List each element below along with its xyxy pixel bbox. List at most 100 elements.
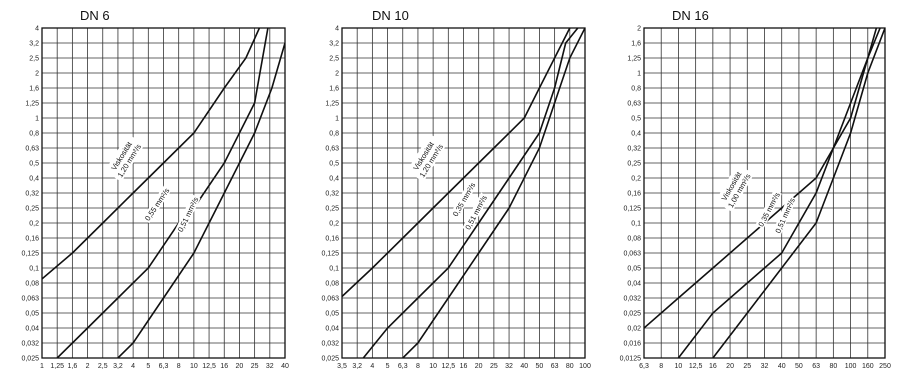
x-tick-label: 10 xyxy=(675,363,683,370)
y-tick-label: 0,4 xyxy=(631,131,641,138)
curve-label-halo xyxy=(141,185,172,224)
y-tick-label: 0,016 xyxy=(623,341,641,348)
y-tick-label: 0,5 xyxy=(29,161,39,168)
x-tick-label: 5 xyxy=(146,363,150,370)
y-tick-label: 0,0125 xyxy=(620,356,642,363)
x-tick-label: 1,6 xyxy=(68,363,78,370)
chart-panel-2: DN 10 4 3,2 2,5 2 1,6 1,25 1 0,8 0,63 0,5 0,4 0,32 0,… xyxy=(321,8,590,370)
y-tick-label: 0,8 xyxy=(329,131,339,138)
plot-frame xyxy=(41,27,286,359)
curve-label-halo xyxy=(462,192,490,233)
y-tick-label: 0,025 xyxy=(21,356,39,363)
y-tick-label: 0,4 xyxy=(329,176,339,183)
chart-title: DN 10 xyxy=(372,8,409,23)
x-tick-label: 2,5 xyxy=(98,363,108,370)
x-tick-label: 20 xyxy=(475,363,483,370)
series-line-2 xyxy=(362,28,579,358)
x-tick-label: 10 xyxy=(190,363,198,370)
curve-label-halo xyxy=(406,133,447,182)
x-tick-label: 32 xyxy=(761,363,769,370)
x-tick-label: 160 xyxy=(862,363,874,370)
x-tick-label: 16 xyxy=(709,363,717,370)
series-line-2 xyxy=(677,28,881,358)
y-tick-label: 0,8 xyxy=(631,86,641,93)
y-tick-label: 0,063 xyxy=(21,296,39,303)
y-tick-label: 0,5 xyxy=(631,116,641,123)
y-tick-label: 0,1 xyxy=(29,266,39,273)
y-tick-label: 2 xyxy=(637,26,641,33)
y-tick-label: 4 xyxy=(35,26,39,33)
y-tick-label: 0,2 xyxy=(29,221,39,228)
y-tick-label: 0,063 xyxy=(321,296,339,303)
series-line-1 xyxy=(644,28,878,329)
y-tick-label: 0,08 xyxy=(627,236,641,243)
y-tick-label: 0,1 xyxy=(631,221,641,228)
y-tick-label: 0,025 xyxy=(321,356,339,363)
series-line-1 xyxy=(42,28,261,280)
y-tick-label: 1,6 xyxy=(29,86,39,93)
y-tick-label: 0,125 xyxy=(623,206,641,213)
x-tick-label: 5 xyxy=(386,363,390,370)
series-line-3 xyxy=(712,28,885,358)
x-tick-label: 3,2 xyxy=(113,363,123,370)
y-tick-label: 0,032 xyxy=(321,341,339,348)
y-tick-label: 0,05 xyxy=(627,266,641,273)
x-tick-label: 4 xyxy=(370,363,374,370)
y-tick-label: 0,63 xyxy=(627,101,641,108)
curve-label-halo xyxy=(104,133,145,182)
x-tick-label: 32 xyxy=(266,363,274,370)
y-tick-label: 0,04 xyxy=(627,281,641,288)
x-tick-label: 4 xyxy=(131,363,135,370)
x-tick-label: 1,25 xyxy=(50,363,64,370)
y-tick-label: 0,08 xyxy=(325,281,339,288)
x-tick-label: 40 xyxy=(778,363,786,370)
x-tick-label: 50 xyxy=(536,363,544,370)
y-tick-label: 1 xyxy=(637,71,641,78)
y-tick-label: 0,63 xyxy=(25,146,39,153)
x-tick-label: 50 xyxy=(795,363,803,370)
x-tick-label: 3,5 xyxy=(337,363,347,370)
y-tick-label: 1,25 xyxy=(25,101,39,108)
x-tick-label: 12,5 xyxy=(689,363,703,370)
y-tick-label: 0,25 xyxy=(25,206,39,213)
y-tick-label: 0,16 xyxy=(627,191,641,198)
x-tick-label: 16 xyxy=(220,363,228,370)
y-tick-label: 0,5 xyxy=(329,161,339,168)
y-tick-label: 0,04 xyxy=(25,326,39,333)
y-tick-label: 0,32 xyxy=(627,146,641,153)
x-tick-label: 6,3 xyxy=(398,363,408,370)
x-tick-label: 250 xyxy=(879,363,891,370)
y-tick-label: 0,25 xyxy=(627,161,641,168)
x-tick-label: 63 xyxy=(812,363,820,370)
y-tick-label: 0,1 xyxy=(329,266,339,273)
x-tick-label: 25 xyxy=(490,363,498,370)
y-tick-label: 0,02 xyxy=(627,326,641,333)
chart-title: DN 16 xyxy=(672,8,709,23)
y-tick-label: 0,025 xyxy=(623,311,641,318)
curve-label-halo xyxy=(714,163,755,213)
x-tick-label: 80 xyxy=(829,363,837,370)
x-tick-label: 40 xyxy=(281,363,289,370)
series-line-1 xyxy=(342,28,571,298)
y-tick-label: 0,125 xyxy=(21,251,39,258)
y-tick-label: 0,63 xyxy=(325,146,339,153)
y-tick-label: 1,6 xyxy=(631,41,641,48)
y-tick-label: 2 xyxy=(335,71,339,78)
x-tick-label: 25 xyxy=(743,363,751,370)
x-tick-label: 8 xyxy=(177,363,181,370)
x-tick-label: 16 xyxy=(460,363,468,370)
x-tick-label: 12,5 xyxy=(442,363,456,370)
y-tick-label: 0,032 xyxy=(623,296,641,303)
y-tick-label: 1 xyxy=(35,116,39,123)
x-tick-label: 12,5 xyxy=(202,363,216,370)
curve-label-halo xyxy=(449,179,478,219)
y-tick-label: 0,8 xyxy=(29,131,39,138)
curve-label-halo xyxy=(174,194,201,235)
x-tick-label: 100 xyxy=(579,363,591,370)
curve-label-halo xyxy=(755,189,783,230)
y-tick-label: 0,4 xyxy=(29,176,39,183)
y-tick-label: 2 xyxy=(35,71,39,78)
x-tick-label: 25 xyxy=(251,363,259,370)
